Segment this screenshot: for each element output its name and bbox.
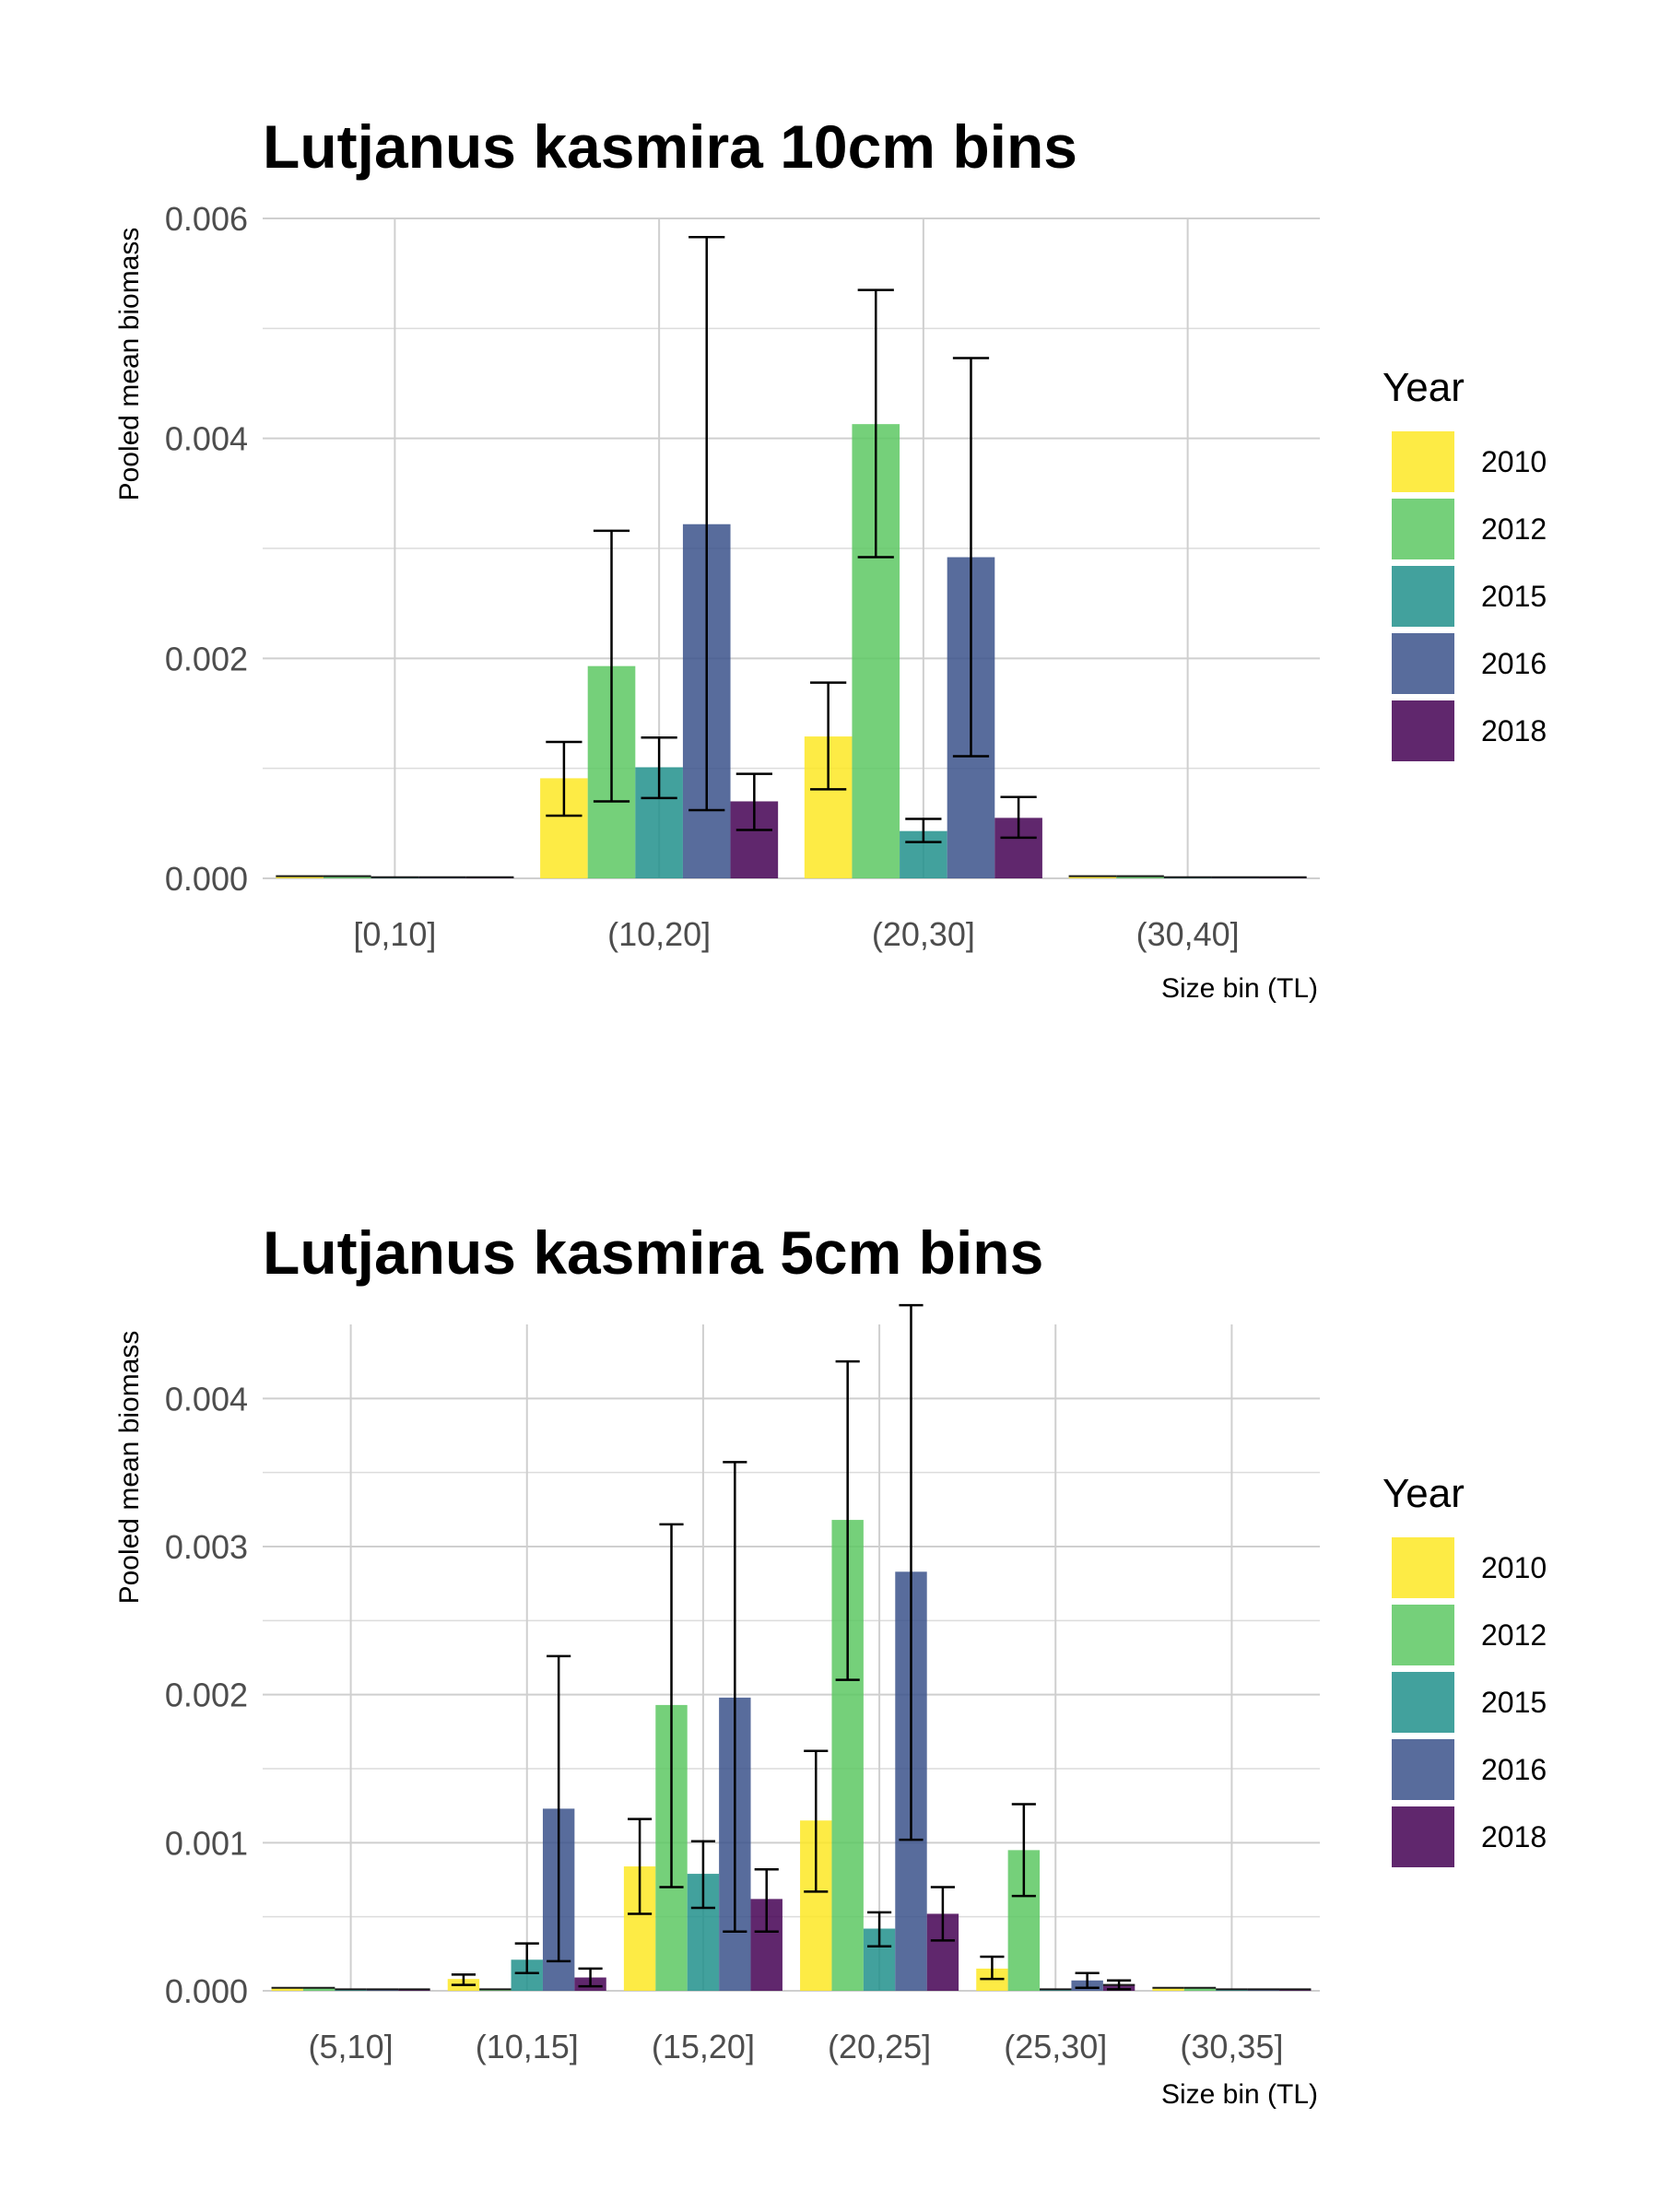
grid: [263, 218, 1320, 879]
bars: [271, 1520, 1312, 1991]
x-tick-label: (20,30]: [872, 915, 975, 953]
legend-swatch-2012: [1392, 1605, 1454, 1665]
legend-label: 2010: [1481, 445, 1547, 478]
chart-5cm-bins: Lutjanus kasmira 5cm bins Pooled mean bi…: [0, 1106, 1659, 2212]
y-tick-label: 0.004: [165, 420, 248, 458]
legend-swatch-2015: [1392, 566, 1454, 627]
legend-swatch-2016: [1392, 1739, 1454, 1800]
y-axis-label: Pooled mean biomass: [114, 228, 145, 501]
error-bar: [1011, 1803, 1036, 1898]
error-bar: [899, 1303, 924, 1841]
error-bar: [593, 529, 630, 803]
bar-chart-5cm-svg: Lutjanus kasmira 5cm bins Pooled mean bi…: [114, 1218, 1547, 2110]
error-bar: [546, 740, 582, 818]
bar-2010: [1152, 1987, 1184, 1991]
error-bar: [1000, 795, 1037, 840]
error-bar: [1075, 1971, 1100, 1990]
y-axis-label: Pooled mean biomass: [114, 1331, 145, 1605]
bar-2010: [271, 1987, 303, 1991]
bar-2012: [1116, 876, 1164, 878]
error-bar: [867, 1911, 892, 1948]
y-tick-label: 0.002: [165, 1677, 248, 1714]
legend-label: 2018: [1481, 1820, 1547, 1853]
x-tick-label: (20,25]: [828, 2028, 931, 2065]
legend-label: 2010: [1481, 1551, 1547, 1584]
legend-swatch-2010: [1392, 431, 1454, 492]
legend-swatch-2012: [1392, 499, 1454, 559]
x-tick-label: (30,35]: [1180, 2028, 1283, 2065]
legend: 2010 2012 2015 2016 2018: [1392, 1537, 1547, 1867]
error-bar: [659, 1523, 684, 1888]
error-bar: [930, 1886, 955, 1942]
error-bars: [451, 1303, 1132, 1991]
error-bar: [980, 1955, 1005, 1981]
error-bar: [451, 1973, 477, 1986]
legend-label: 2016: [1481, 647, 1547, 680]
error-bar: [723, 1461, 747, 1933]
bar-2012: [1183, 1987, 1217, 1991]
legend-label: 2016: [1481, 1753, 1547, 1786]
error-bar: [514, 1942, 539, 1974]
error-bar: [578, 1967, 603, 1988]
legend-swatch-2015: [1392, 1672, 1454, 1733]
x-tick-label: (10,15]: [476, 2028, 579, 2065]
legend-title: Year: [1382, 1471, 1465, 1516]
legend-swatch-2018: [1392, 700, 1454, 761]
x-axis-label: Size bin (TL): [1161, 973, 1318, 1004]
bar-2010: [1068, 876, 1117, 878]
y-tick-label: 0.000: [165, 1972, 248, 2010]
bar-2012: [323, 876, 371, 878]
error-bar: [754, 1868, 779, 1933]
legend-label: 2015: [1481, 580, 1547, 613]
error-bar: [688, 236, 725, 812]
legend: 2010 2012 2015 2016 2018: [1392, 431, 1547, 761]
chart-title: Lutjanus kasmira 10cm bins: [263, 112, 1077, 181]
x-tick-label: (25,30]: [1004, 2028, 1107, 2065]
legend-label: 2012: [1481, 512, 1547, 546]
error-bar: [810, 681, 847, 791]
legend-label: 2018: [1481, 714, 1547, 747]
legend-label: 2015: [1481, 1686, 1547, 1719]
y-tick-label: 0.006: [165, 200, 248, 238]
bars: [276, 424, 1307, 878]
error-bar: [735, 772, 772, 831]
legend-title: Year: [1382, 365, 1465, 410]
x-tick-label: (15,20]: [652, 2028, 755, 2065]
error-bars: [546, 236, 1037, 843]
error-bar: [690, 1840, 715, 1910]
x-axis-label: Size bin (TL): [1161, 2079, 1318, 2110]
x-tick-label: (5,10]: [309, 2028, 394, 2065]
error-bar: [905, 818, 942, 843]
legend-swatch-2018: [1392, 1806, 1454, 1867]
error-bar: [641, 736, 677, 800]
chart-title: Lutjanus kasmira 5cm bins: [263, 1218, 1043, 1287]
x-tick-label: [0,10]: [353, 915, 436, 953]
grid: [263, 1324, 1320, 1992]
y-tick-label: 0.003: [165, 1528, 248, 1566]
x-tick-label: (30,40]: [1136, 915, 1240, 953]
error-bar: [952, 357, 990, 758]
legend-swatch-2016: [1392, 633, 1454, 694]
error-bar: [1106, 1979, 1132, 1991]
error-bar: [804, 1749, 829, 1893]
error-bar: [835, 1359, 860, 1681]
legend-label: 2012: [1481, 1618, 1547, 1652]
bar-2010: [276, 876, 324, 878]
chart-10cm-bins: Lutjanus kasmira 10cm bins Pooled mean b…: [114, 112, 1547, 1004]
y-tick-label: 0.002: [165, 640, 248, 677]
error-bar: [628, 1818, 653, 1915]
error-bar: [857, 288, 894, 559]
y-tick-label: 0.001: [165, 1824, 248, 1862]
bar-2012: [302, 1987, 335, 1991]
bar-chart-10cm-svg: Lutjanus kasmira 10cm bins Pooled mean b…: [114, 112, 1547, 1004]
x-tick-label: (10,20]: [607, 915, 711, 953]
y-tick-label: 0.000: [165, 860, 248, 898]
y-tick-label: 0.004: [165, 1380, 248, 1418]
error-bar: [547, 1654, 571, 1963]
legend-swatch-2010: [1392, 1537, 1454, 1598]
